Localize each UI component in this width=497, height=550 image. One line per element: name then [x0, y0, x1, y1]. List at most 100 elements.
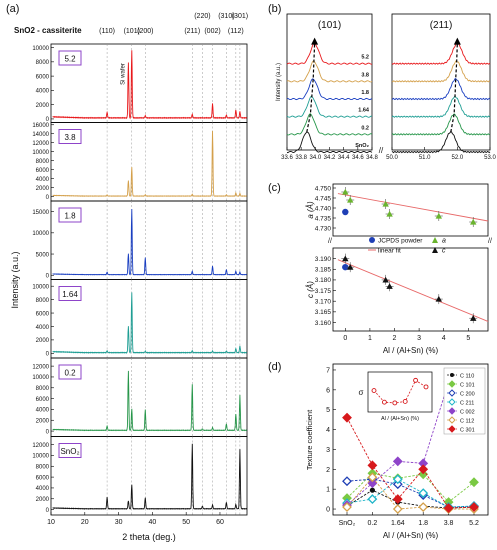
- data-point: [382, 276, 389, 283]
- d-ylabel: Texture coefficient: [305, 409, 314, 470]
- x-tick-label: 5: [466, 335, 470, 342]
- x-tick-label: 50: [182, 519, 190, 526]
- sample-label: SnO₂: [60, 447, 79, 456]
- x-tick-label: 34.4: [338, 155, 350, 161]
- legend-c: c: [442, 248, 446, 255]
- y-tick-label: 10000: [32, 231, 49, 237]
- data-point: [470, 218, 477, 225]
- data-point: [367, 460, 378, 471]
- c-legend: JCPDS powder linear fit ac: [368, 237, 446, 255]
- y-tick-label: 3.160: [315, 320, 332, 327]
- sample-label-box: [58, 129, 82, 144]
- legend-marker: [448, 407, 456, 415]
- legend-label: C 110: [460, 373, 474, 379]
- data-point: [392, 479, 403, 490]
- b-series-label: 1.8: [361, 90, 369, 96]
- sample-label-box: [58, 443, 82, 458]
- x-tick-label: 53.0: [484, 155, 496, 161]
- data-point: [418, 464, 429, 475]
- x-tick-label: 33.8: [295, 155, 307, 161]
- xrd-ylabel: Intensity (a.u.): [10, 251, 20, 308]
- y-tick-label: 3.185: [315, 267, 332, 274]
- y-tick-label: 6000: [36, 311, 50, 317]
- y-tick-label: 4000: [36, 177, 50, 183]
- data-point: [386, 283, 393, 289]
- hkl-label: (310): [218, 13, 234, 20]
- b-trace: [391, 78, 491, 101]
- b-series-label: 0.2: [361, 125, 369, 131]
- xrd-subplot: 0 2000 4000 6000 8000 10000 12000 14000 16000 3.8: [32, 122, 248, 202]
- b-trend-line: [306, 43, 316, 133]
- b-trace: [286, 95, 372, 118]
- sample-label-box: [58, 364, 82, 380]
- xrd-subplot: 0 2000 4000 6000 8000 10000 1.64: [32, 279, 248, 359]
- y-tick-label: 8000: [36, 298, 50, 304]
- inset-ylabel: σ: [359, 388, 364, 397]
- hkl-label: (301): [232, 13, 248, 20]
- c-top-subplot: 4.730 4.735 4.740 4.745 4.750 a (Å): [306, 183, 489, 237]
- y-tick-label: 14000: [32, 132, 49, 138]
- d-series-line: [346, 472, 475, 503]
- y-tick-label: 2000: [36, 186, 50, 192]
- y-tick-label: 0: [326, 507, 330, 514]
- x-tick-label: 10: [47, 519, 55, 526]
- y-tick-label: 0: [46, 429, 50, 435]
- data-point: [347, 196, 354, 203]
- data-point: [435, 295, 442, 302]
- data-point: [342, 255, 349, 262]
- legend-label: C 002: [460, 409, 475, 415]
- y-tick-label: 0: [46, 117, 50, 123]
- y-tick-label: 3: [326, 447, 330, 454]
- y-tick-label: 12000: [32, 364, 49, 370]
- inset-xlabel: Al / (Al+Sn) (%): [381, 416, 419, 422]
- y-tick-label: 2: [326, 467, 330, 474]
- y-tick-label: 5000: [36, 252, 50, 258]
- y-tick-label: 3.165: [315, 309, 332, 316]
- data-point: [342, 502, 352, 512]
- legend-marker: [448, 416, 456, 424]
- y-tick-label: 16000: [32, 123, 49, 129]
- y-tick-label: 4000: [36, 408, 50, 414]
- legend-c-marker: [432, 247, 438, 253]
- sample-label: 1.8: [64, 212, 76, 221]
- data-point: [392, 456, 403, 467]
- legend-marker: [448, 398, 456, 406]
- x-tick-label: 51.0: [419, 155, 431, 161]
- axis-break: //: [328, 238, 332, 245]
- y-tick-label: 4.730: [315, 225, 332, 232]
- c-xlabel: Al / (Al+Sn) (%): [383, 346, 439, 355]
- y-tick-label: 4.750: [315, 185, 332, 192]
- c-ylabel: c (Å): [306, 281, 315, 298]
- data-point: [418, 488, 429, 499]
- si-wafer-label: Si wafer: [120, 63, 126, 85]
- legend-label: C 200: [460, 391, 475, 397]
- xrd-subplot: 0 5000 10000 15000 1.8: [32, 200, 248, 280]
- hkl-label: (200): [137, 28, 153, 35]
- y-tick-label: 12000: [32, 141, 49, 147]
- data-point: [342, 188, 349, 195]
- d-frame: [332, 363, 489, 516]
- data-point: [392, 474, 403, 485]
- y-tick-label: 3.170: [315, 299, 332, 306]
- x-tick-label: 4: [442, 335, 446, 342]
- x-tick-label: 34.8: [366, 155, 378, 161]
- xrd-trace: [52, 50, 248, 120]
- panel-label-a: (a): [6, 3, 19, 15]
- axis-break: //: [488, 238, 492, 245]
- data-point: [369, 487, 375, 493]
- y-tick-label: 12000: [32, 443, 49, 449]
- xrd-trace: [52, 130, 247, 197]
- b-series-label: 5.2: [361, 55, 369, 61]
- d-xlabel: Al / (Al+Sn) (%): [383, 531, 439, 540]
- b-trace: [391, 113, 490, 136]
- y-tick-label: 8000: [36, 386, 50, 392]
- data-point: [443, 503, 454, 513]
- y-tick-label: 6: [326, 387, 330, 394]
- b-trace: [286, 60, 373, 83]
- x-tick-label: 33.6: [281, 155, 293, 161]
- c-frame: [332, 183, 489, 237]
- b-trace: [286, 131, 373, 154]
- b-subplot: (211) 50.0 51.0 52.0 53.0: [386, 13, 496, 161]
- legend-marker: [450, 373, 454, 377]
